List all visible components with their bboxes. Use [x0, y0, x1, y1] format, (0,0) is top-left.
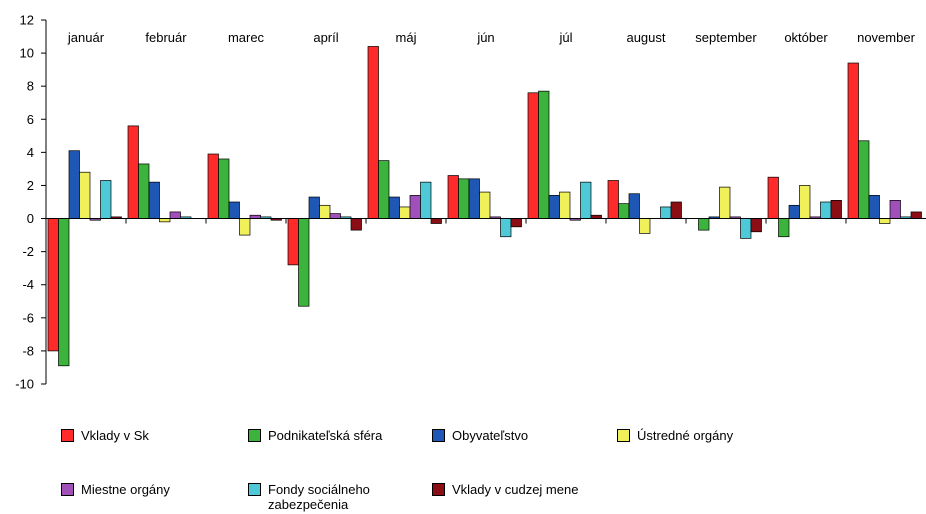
bar--stredn-org-ny-6: [559, 191, 571, 219]
bar-vklady-v-sk-1: [127, 125, 139, 219]
bar-podnikate-sk-sf-ra-7: [618, 203, 630, 219]
category-label: júl: [558, 30, 572, 45]
bar-obyvate-stvo-5: [468, 178, 480, 219]
bar-vklady-v-cudzej-mene-9: [830, 199, 842, 219]
bar--stredn-org-ny-5: [479, 191, 491, 219]
category-label: apríl: [313, 30, 338, 45]
category-label: január: [67, 30, 105, 45]
bar-podnikate-sk-sf-ra-5: [458, 178, 470, 219]
bar-miestne-org-ny-1: [169, 211, 181, 219]
bar-vklady-v-sk-0: [47, 218, 59, 352]
bar-vklady-v-sk-9: [767, 176, 779, 219]
category-label: október: [784, 30, 828, 45]
bar-vklady-v-cudzej-mene-10: [910, 211, 922, 219]
y-tick-label: 6: [27, 112, 34, 127]
bar--stredn-org-ny-3: [319, 204, 331, 219]
bar-miestne-org-ny-10: [889, 199, 901, 219]
bar-obyvate-stvo-6: [548, 195, 560, 219]
bar-obyvate-stvo-9: [788, 204, 800, 219]
bar-fondy-soci-lneho-zabezpe-enia-9: [820, 201, 832, 219]
bar-podnikate-sk-sf-ra-8: [698, 218, 710, 231]
bar--stredn-org-ny-10: [879, 218, 891, 224]
bar-fondy-soci-lneho-zabezpe-enia-4: [420, 181, 432, 219]
bar-obyvate-stvo-4: [388, 196, 400, 219]
y-tick-label: 2: [27, 178, 34, 193]
bar--stredn-org-ny-7: [639, 218, 651, 234]
bar-vklady-v-sk-4: [367, 46, 379, 219]
category-label: august: [626, 30, 665, 45]
category-label: november: [857, 30, 915, 45]
bar-podnikate-sk-sf-ra-3: [298, 218, 310, 307]
y-tick-label: -2: [22, 244, 34, 259]
y-tick-label: 0: [27, 211, 34, 226]
y-tick-label: -4: [22, 277, 34, 292]
category-label: jún: [476, 30, 494, 45]
bar-fondy-soci-lneho-zabezpe-enia-0: [100, 180, 112, 219]
y-tick-label: -8: [22, 343, 34, 358]
bar-obyvate-stvo-3: [308, 196, 320, 219]
bar-podnikate-sk-sf-ra-2: [218, 158, 230, 219]
bar-fondy-soci-lneho-zabezpe-enia-6: [580, 181, 592, 219]
y-tick-label: 4: [27, 145, 34, 160]
bar-obyvate-stvo-2: [228, 201, 240, 219]
bar-fondy-soci-lneho-zabezpe-enia-7: [660, 206, 672, 219]
bar-podnikate-sk-sf-ra-6: [538, 90, 550, 219]
bar--stredn-org-ny-8: [719, 186, 731, 219]
bar-vklady-v-sk-2: [207, 153, 219, 219]
y-tick-label: 10: [20, 46, 34, 61]
bar--stredn-org-ny-2: [239, 218, 251, 236]
y-tick-label: 8: [27, 79, 34, 94]
category-label: september: [695, 30, 757, 45]
bar-podnikate-sk-sf-ra-10: [858, 140, 870, 219]
y-tick-label: 12: [20, 13, 34, 28]
category-label: marec: [228, 30, 265, 45]
bar-fondy-soci-lneho-zabezpe-enia-5: [500, 218, 512, 238]
category-label: február: [145, 30, 187, 45]
bar-podnikate-sk-sf-ra-1: [138, 163, 150, 219]
bar-miestne-org-ny-4: [409, 195, 421, 219]
bar-vklady-v-sk-7: [607, 180, 619, 219]
bar-podnikate-sk-sf-ra-0: [58, 218, 70, 367]
y-tick-label: -6: [22, 310, 34, 325]
bar-fondy-soci-lneho-zabezpe-enia-8: [740, 218, 752, 239]
bar--stredn-org-ny-9: [799, 185, 811, 219]
bar--stredn-org-ny-4: [399, 206, 411, 219]
bar-vklady-v-sk-10: [847, 62, 859, 219]
bar-podnikate-sk-sf-ra-4: [378, 160, 390, 219]
bar-obyvate-stvo-7: [628, 193, 640, 219]
y-tick-label: -10: [15, 377, 34, 392]
bar-miestne-org-ny-3: [329, 213, 341, 219]
bar-vklady-v-sk-3: [287, 218, 299, 266]
bar-vklady-v-cudzej-mene-4: [430, 218, 442, 224]
category-label: máj: [396, 30, 417, 45]
bar--stredn-org-ny-0: [79, 171, 91, 219]
bar-vklady-v-sk-5: [447, 175, 459, 219]
bar-obyvate-stvo-10: [868, 195, 880, 219]
bar-podnikate-sk-sf-ra-9: [778, 218, 790, 238]
bar-vklady-v-sk-6: [527, 92, 539, 219]
bar-vklady-v-cudzej-mene-3: [350, 218, 362, 231]
bar-obyvate-stvo-1: [148, 181, 160, 219]
bar-vklady-v-cudzej-mene-8: [750, 218, 762, 233]
bar-vklady-v-cudzej-mene-5: [510, 218, 522, 228]
bar-vklady-v-cudzej-mene-7: [670, 201, 682, 219]
bar-obyvate-stvo-0: [68, 150, 80, 219]
